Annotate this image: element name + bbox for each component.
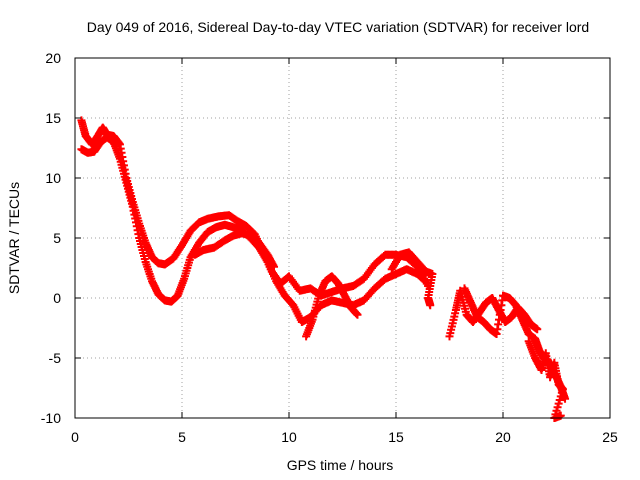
y-tick-label: -10 — [41, 410, 61, 426]
data-points — [77, 116, 570, 422]
plot-frame — [74, 57, 611, 419]
x-axis-label: GPS time / hours — [287, 457, 394, 473]
x-tick-label: 20 — [495, 429, 511, 445]
data-point — [533, 325, 542, 334]
y-tick-label: -5 — [49, 350, 62, 366]
series-track-g — [524, 337, 567, 422]
series-track-b — [77, 133, 433, 326]
series-track-c — [190, 229, 279, 271]
series-track-f — [460, 284, 570, 403]
data-point — [561, 394, 570, 403]
x-tick-labels: 0 5 10 15 20 25 — [71, 429, 618, 445]
series-track-h — [387, 248, 437, 310]
chart-title: Day 049 of 2016, Sidereal Day-to-day VTE… — [87, 19, 589, 35]
x-tick-label: 0 — [71, 429, 79, 445]
x-tick-label: 15 — [388, 429, 404, 445]
series-track-a — [77, 116, 433, 300]
x-tick-label: 10 — [281, 429, 297, 445]
y-tick-label: 10 — [45, 170, 61, 186]
x-tick-label: 25 — [602, 429, 618, 445]
y-tick-label: 5 — [53, 230, 61, 246]
x-tick-label: 5 — [178, 429, 186, 445]
series-track-e — [445, 286, 542, 341]
data-point — [426, 301, 435, 310]
y-tick-label: 20 — [45, 50, 61, 66]
y-axis-label: SDTVAR / TECUs — [6, 182, 22, 294]
data-point — [270, 262, 279, 271]
y-tick-label: 15 — [45, 110, 61, 126]
y-tick-labels: -10 -5 0 5 10 15 20 — [41, 50, 61, 426]
series-track-d — [302, 272, 362, 341]
y-tick-label: 0 — [53, 290, 61, 306]
plot-border — [74, 57, 611, 419]
data-point — [353, 310, 362, 319]
gridlines — [75, 58, 610, 418]
